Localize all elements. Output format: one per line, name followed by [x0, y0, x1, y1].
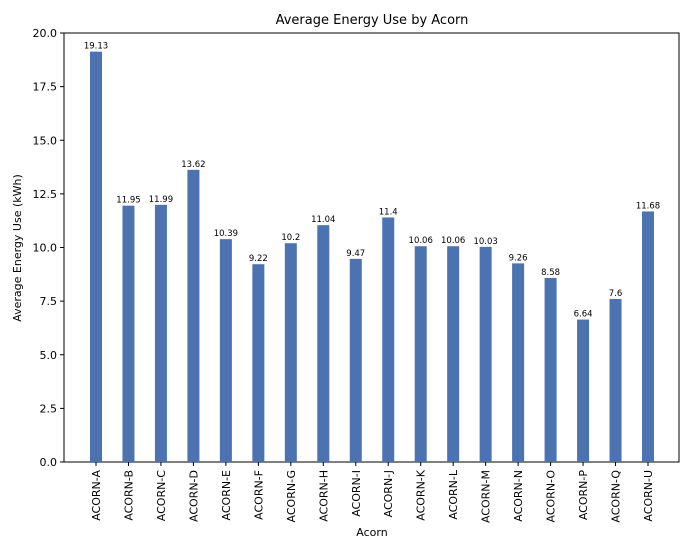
bar — [252, 264, 265, 462]
bar — [349, 258, 362, 462]
x-tick-label: ACORN-N — [512, 470, 525, 522]
x-tick-label: ACORN-E — [220, 470, 233, 521]
bar — [447, 246, 460, 462]
y-tick-label: 10.0 — [33, 242, 58, 255]
x-tick-label: ACORN-D — [187, 470, 200, 522]
bar-value-label: 9.47 — [346, 249, 365, 259]
bar-value-label: 10.03 — [473, 237, 497, 247]
bar — [154, 204, 167, 462]
bar-value-label: 6.64 — [574, 310, 593, 320]
y-tick-label: 7.5 — [40, 295, 58, 308]
x-tick-label: ACORN-Q — [610, 470, 623, 523]
y-axis-label: Average Energy Use (kWh) — [11, 174, 24, 322]
x-axis-label: Acorn — [356, 526, 387, 539]
x-tick-label: ACORN-I — [350, 470, 363, 517]
bar — [414, 246, 427, 462]
bar — [284, 243, 297, 462]
bar-value-label: 9.22 — [249, 254, 268, 264]
bar — [577, 319, 590, 462]
y-tick-label: 17.5 — [33, 81, 58, 94]
y-tick-label: 2.5 — [40, 402, 58, 415]
x-tick-label: ACORN-M — [480, 470, 493, 523]
bar-value-label: 11.04 — [311, 215, 335, 225]
bar-value-label: 10.39 — [214, 229, 238, 239]
bar — [122, 205, 135, 463]
bar-value-label: 11.95 — [116, 196, 140, 206]
x-tick-label: ACORN-P — [577, 470, 590, 521]
x-tick-label: ACORN-B — [122, 470, 135, 521]
bar-value-label: 9.26 — [509, 253, 528, 263]
bar — [512, 263, 525, 462]
bar-value-label: 11.4 — [379, 207, 398, 217]
bar-value-label: 11.99 — [149, 195, 173, 205]
bar-value-label: 10.06 — [441, 236, 465, 246]
x-tick-label: ACORN-F — [252, 470, 265, 520]
x-tick-label: ACORN-J — [382, 470, 395, 517]
x-tick-label: ACORN-O — [545, 470, 558, 523]
bar — [642, 211, 654, 462]
bar-value-label: 10.2 — [281, 233, 300, 243]
bar-value-label: 10.06 — [409, 236, 433, 246]
bar — [382, 217, 395, 462]
bar — [544, 277, 557, 462]
bar-value-label: 19.13 — [84, 42, 108, 52]
plot-area: 0.0 2.5 5.0 7.5 10.0 12.5 15.0 17.5 20.0 19.13 ACO… — [33, 27, 680, 523]
bar-value-label: 13.62 — [181, 160, 205, 170]
bar — [90, 51, 102, 462]
bar — [317, 225, 330, 462]
y-tick-label: 0.0 — [40, 456, 58, 469]
bar — [187, 169, 200, 462]
bar — [479, 246, 492, 462]
x-tick-label: ACORN-C — [155, 470, 168, 522]
bar-value-label: 7.6 — [609, 289, 623, 299]
y-tick-label: 5.0 — [40, 349, 58, 362]
x-tick-label: ACORN-L — [447, 469, 460, 520]
x-tick-label: ACORN-G — [285, 470, 298, 522]
chart-title: Average Energy Use by Acorn — [276, 13, 469, 28]
bar — [609, 298, 622, 462]
y-tick-label: 15.0 — [33, 134, 58, 147]
x-tick-label: ACORN-A — [90, 470, 103, 521]
bar-value-label: 11.68 — [636, 201, 660, 211]
x-tick-label: ACORN-H — [317, 470, 330, 522]
x-tick-label: ACORN-K — [415, 469, 428, 521]
x-tick-label: ACORN-U — [642, 470, 655, 522]
bar — [219, 239, 232, 462]
y-tick-label: 12.5 — [33, 188, 58, 201]
bar-value-label: 8.58 — [541, 268, 560, 278]
y-tick-label: 20.0 — [33, 27, 58, 40]
